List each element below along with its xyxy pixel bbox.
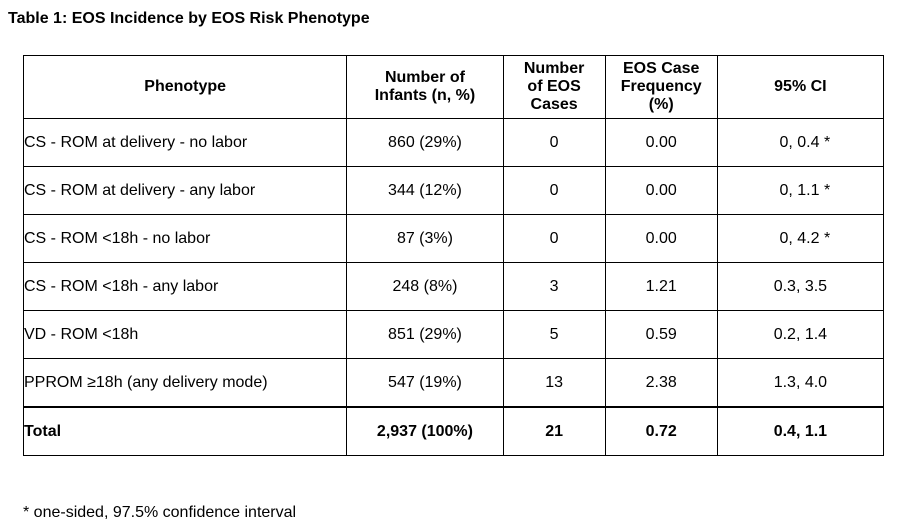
cell-cases: 0 xyxy=(502,166,606,215)
footnote: * one-sided, 97.5% confidence interval xyxy=(23,504,297,521)
cell-phenotype: CS - ROM <18h - any labor xyxy=(22,262,348,311)
header-row: Phenotype Number of Infants (n, %) Numbe… xyxy=(22,55,885,119)
total-row: Total 2,937 (100%) 21 0.72 0.4, 1.1 xyxy=(22,406,885,456)
table-title: Table 1: EOS Incidence by EOS Risk Pheno… xyxy=(8,10,370,27)
cell-ci: 0, 4.2 * xyxy=(716,214,885,263)
cell-ci: 0, 0.4 * xyxy=(716,118,885,167)
header-phenotype: Phenotype xyxy=(22,55,348,119)
total-infants: 2,937 (100%) xyxy=(346,406,504,456)
table-row: CS - ROM <18h - no labor 87 (3%) 0 0.00 … xyxy=(22,214,885,263)
cell-frequency: 2.38 xyxy=(604,358,718,408)
table-row: CS - ROM at delivery - no labor 860 (29%… xyxy=(22,118,885,167)
header-infants: Number of Infants (n, %) xyxy=(346,55,504,119)
header-ci: 95% CI xyxy=(716,55,885,119)
cell-infants: 87 (3%) xyxy=(346,214,504,263)
cell-frequency: 0.00 xyxy=(604,118,718,167)
header-cases: Number of EOS Cases xyxy=(502,55,606,119)
cell-frequency: 0.59 xyxy=(604,310,718,359)
table-row: VD - ROM <18h 851 (29%) 5 0.59 0.2, 1.4 xyxy=(22,310,885,359)
cell-ci: 0.2, 1.4 xyxy=(716,310,885,359)
total-label: Total xyxy=(22,406,348,456)
cell-cases: 0 xyxy=(502,118,606,167)
cell-infants: 248 (8%) xyxy=(346,262,504,311)
cell-infants: 860 (29%) xyxy=(346,118,504,167)
cell-infants: 851 (29%) xyxy=(346,310,504,359)
cell-phenotype: PPROM ≥18h (any delivery mode) xyxy=(22,358,348,408)
cell-phenotype: CS - ROM at delivery - no labor xyxy=(22,118,348,167)
cell-frequency: 0.00 xyxy=(604,214,718,263)
cell-cases: 5 xyxy=(502,310,606,359)
cell-phenotype: CS - ROM <18h - no labor xyxy=(22,214,348,263)
cell-ci: 0.3, 3.5 xyxy=(716,262,885,311)
cell-phenotype: CS - ROM at delivery - any labor xyxy=(22,166,348,215)
cell-ci: 1.3, 4.0 xyxy=(716,358,885,408)
table-row: PPROM ≥18h (any delivery mode) 547 (19%)… xyxy=(22,358,885,408)
cell-cases: 3 xyxy=(502,262,606,311)
cell-phenotype: VD - ROM <18h xyxy=(22,310,348,359)
cell-infants: 344 (12%) xyxy=(346,166,504,215)
header-frequency: EOS Case Frequency (%) xyxy=(604,55,718,119)
cell-infants: 547 (19%) xyxy=(346,358,504,408)
total-ci: 0.4, 1.1 xyxy=(716,406,885,456)
cell-frequency: 0.00 xyxy=(604,166,718,215)
total-cases: 21 xyxy=(502,406,606,456)
cell-cases: 0 xyxy=(502,214,606,263)
table-row: CS - ROM at delivery - any labor 344 (12… xyxy=(22,166,885,215)
cell-cases: 13 xyxy=(502,358,606,408)
cell-ci: 0, 1.1 * xyxy=(716,166,885,215)
cell-frequency: 1.21 xyxy=(604,262,718,311)
table-row: CS - ROM <18h - any labor 248 (8%) 3 1.2… xyxy=(22,262,885,311)
total-frequency: 0.72 xyxy=(604,406,718,456)
eos-incidence-table: Phenotype Number of Infants (n, %) Numbe… xyxy=(22,55,885,456)
